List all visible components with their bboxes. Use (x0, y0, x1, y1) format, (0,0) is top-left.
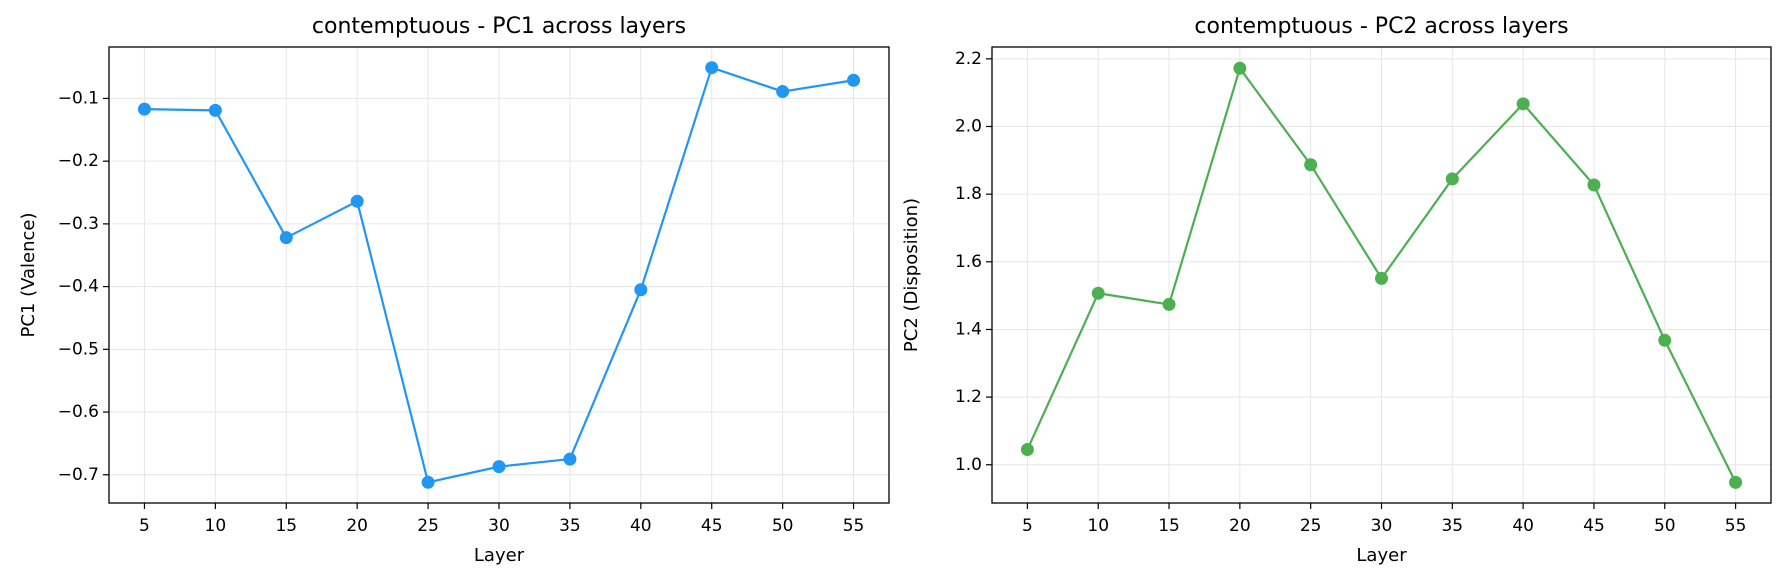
y-tick-label: 2.0 (955, 116, 982, 136)
chart-pc2: contemptuous - PC2 across layers Layer P… (901, 14, 1772, 566)
y-tick-label: 1.8 (955, 184, 982, 204)
x-tick-label: 50 (1654, 516, 1676, 536)
data-point (847, 73, 861, 87)
x-tick-label: 30 (488, 516, 510, 536)
x-tick-label: 55 (1725, 516, 1747, 536)
chart-title: contemptuous - PC2 across layers (1194, 14, 1568, 39)
x-tick-label: 45 (1583, 516, 1605, 536)
data-point (137, 102, 151, 116)
x-tick-label: 40 (630, 516, 652, 536)
x-tick-label: 5 (1022, 516, 1033, 536)
x-axis-label: Layer (1356, 545, 1407, 566)
data-point (776, 85, 790, 99)
plot-frame (991, 46, 1772, 504)
x-tick-label: 55 (843, 516, 865, 536)
data-point (492, 460, 506, 474)
data-point (1658, 333, 1672, 347)
y-axis-label: PC2 (Disposition) (901, 198, 922, 352)
y-tick-label: −0.2 (58, 151, 99, 171)
data-point (634, 283, 648, 297)
x-axis-label: Layer (474, 545, 525, 566)
data-point (1375, 271, 1388, 285)
plot-frame (108, 46, 890, 504)
y-tick-label: −0.3 (58, 214, 99, 234)
y-axis-label: PC1 (Valence) (18, 212, 39, 337)
data-point (1304, 158, 1318, 172)
data-point (421, 475, 435, 489)
y-tick-label: 1.2 (955, 387, 982, 407)
y-tick-label: 1.4 (955, 319, 982, 339)
x-tick-label: 45 (701, 516, 723, 536)
data-point (350, 194, 364, 208)
data-point (1162, 297, 1176, 311)
data-point (705, 61, 719, 75)
y-tick-label: 1.0 (955, 455, 982, 475)
x-tick-label: 40 (1512, 516, 1534, 536)
y-tick-label: −0.4 (58, 277, 99, 297)
x-tick-label: 35 (1441, 516, 1463, 536)
y-tick-label: −0.6 (58, 402, 99, 422)
x-tick-label: 5 (139, 516, 150, 536)
data-point (1729, 475, 1743, 489)
x-tick-label: 35 (559, 516, 581, 536)
grid (992, 47, 1771, 503)
x-tick-label: 15 (1158, 516, 1180, 536)
chart-pc1: contemptuous - PC1 across layers Layer P… (18, 14, 890, 566)
x-tick-label: 20 (1229, 516, 1251, 536)
x-tick-label: 25 (417, 516, 439, 536)
x-tick-label: 10 (205, 516, 227, 536)
x-tick-label: 25 (1300, 516, 1322, 536)
chart-title: contemptuous - PC1 across layers (312, 14, 686, 39)
y-tick-label: 2.2 (955, 49, 982, 69)
data-point (1516, 97, 1530, 111)
y-tick-label: −0.5 (58, 339, 99, 359)
data-point (1020, 443, 1034, 457)
data-point (279, 231, 293, 245)
x-tick-label: 20 (346, 516, 368, 536)
x-tick-label: 10 (1087, 516, 1109, 536)
data-point (1445, 172, 1459, 186)
grid (109, 47, 889, 503)
data-point (1233, 61, 1247, 75)
x-tick-label: 50 (772, 516, 794, 536)
x-tick-label: 15 (275, 516, 297, 536)
x-tick-label: 30 (1371, 516, 1393, 536)
data-point (1587, 178, 1601, 192)
y-tick-label: 1.6 (955, 252, 982, 272)
data-point (1091, 286, 1105, 300)
y-tick-label: −0.1 (58, 88, 99, 108)
data-point (208, 103, 222, 117)
y-tick-label: −0.7 (58, 465, 99, 485)
data-point (563, 452, 577, 466)
